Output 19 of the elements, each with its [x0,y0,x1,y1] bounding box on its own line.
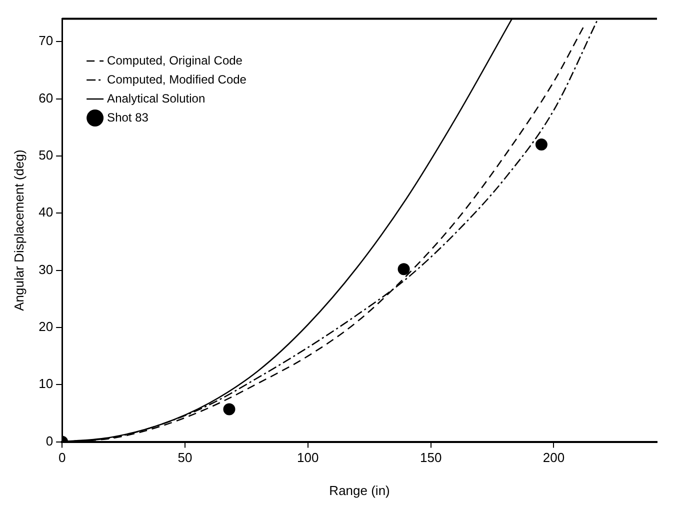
legend-label: Shot 83 [107,110,149,124]
y-tick-label: 30 [38,262,54,277]
x-axis-title: Range (in) [329,482,390,498]
x-tick-label: 200 [542,450,565,466]
y-tick-label: 10 [38,376,54,392]
legend-label: Analytical Solution [107,91,206,106]
x-tick-label: 150 [420,450,442,466]
x-tick-label: 100 [297,450,319,466]
y-tick-label: 0 [46,433,54,448]
x-tick-label: 50 [178,450,192,466]
legend-label: Computed, Original Code [107,53,243,68]
legend-label: Computed, Modified Code [107,72,247,86]
y-tick-label: 40 [38,204,54,220]
x-tick-label: 0 [58,450,66,466]
y-tick-label: 60 [38,90,54,106]
y-axis-title: Angular Displacement (deg) [11,150,26,311]
y-tick-label: 70 [38,33,54,48]
y-tick-label: 20 [38,319,54,334]
y-tick-label: 50 [38,148,54,163]
